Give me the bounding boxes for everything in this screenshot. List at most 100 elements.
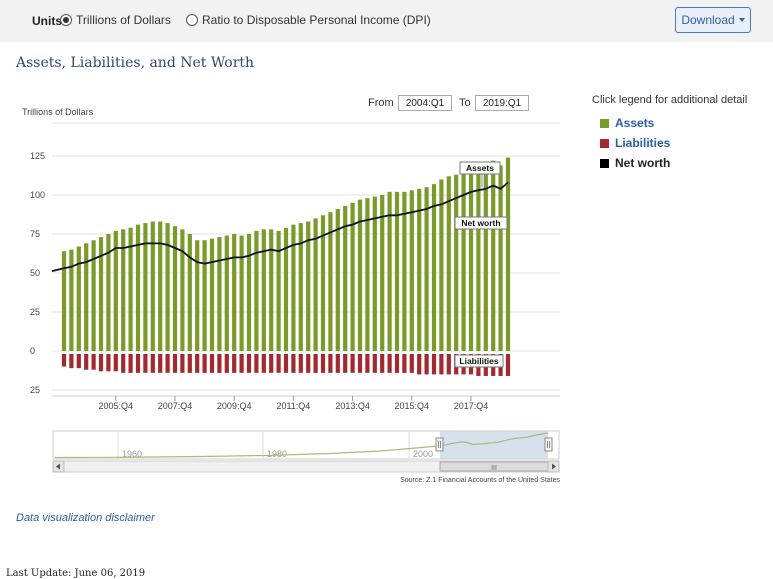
download-label[interactable]: Download [681, 13, 735, 27]
assets-bar [439, 179, 444, 351]
scrollbar-track[interactable] [52, 460, 560, 473]
scroll-left-button[interactable] [52, 460, 65, 473]
liabilities-bar [209, 354, 215, 373]
legend-label-net-worth[interactable]: Net worth [615, 156, 671, 170]
legend-swatch-net-worth [600, 158, 609, 168]
liabilities-bar [165, 354, 170, 373]
liabilities-bar [232, 354, 237, 373]
liabilities-bar [217, 354, 222, 373]
assets-bar [91, 240, 96, 351]
caret-down-icon[interactable] [738, 18, 745, 22]
disclaimer-link[interactable]: Data visualization disclaimer [16, 512, 155, 524]
legend-label-assets[interactable]: Assets [615, 116, 655, 130]
assets-bar [121, 229, 126, 351]
chart-title: Assets, Liabilities, and Net Worth [16, 55, 255, 71]
units-radio-dpi[interactable]: Ratio to Disposable Personal Income (DPI… [186, 13, 431, 27]
liabilities-bar [335, 354, 340, 373]
assets-bar [283, 227, 289, 351]
assets-bar [98, 237, 104, 351]
navigator-left-handle[interactable] [435, 437, 444, 452]
assets-bar [402, 191, 407, 351]
liabilities-bar [195, 354, 200, 373]
assets-bar [313, 218, 318, 351]
assets-bar [76, 246, 81, 351]
liabilities-bar [135, 354, 141, 373]
assets-bar [172, 226, 178, 351]
liabilities-bar [372, 354, 377, 373]
x-tick-label: 2013:Q4 [335, 401, 370, 411]
scrollbar-thumb[interactable] [439, 461, 549, 472]
assets-bar [461, 171, 466, 351]
y-tick-labels: 25 0 25 50 75 100 125 [30, 151, 45, 395]
x-tick-label: 2015:Q4 [395, 401, 430, 411]
radio-selected-icon[interactable] [60, 14, 72, 26]
liabilities-bar [461, 354, 466, 375]
assets-bar [409, 190, 414, 351]
assets-bar [84, 243, 89, 351]
range-from-input[interactable]: 2004:Q1 [398, 95, 452, 111]
annotation-box-net-worth [454, 216, 508, 230]
liabilities-bar [350, 354, 355, 373]
liabilities-bar [298, 354, 303, 373]
x-tick-label: 2017:Q4 [454, 401, 489, 411]
arrow-left-icon[interactable] [56, 463, 60, 470]
liabilities-bar [254, 354, 259, 373]
navigator-right-handle[interactable] [544, 437, 553, 452]
units-radio-trillions[interactable]: Trillions of Dollars [60, 13, 171, 27]
assets-bar [491, 160, 496, 351]
liabilities-bar [446, 354, 451, 375]
assets-bar [380, 195, 385, 351]
range-to-input[interactable]: 2019:Q1 [475, 95, 529, 111]
liabilities-bar [380, 354, 385, 373]
assets-bar [158, 221, 163, 351]
units-option-dpi-label[interactable]: Ratio to Disposable Personal Income (DPI… [202, 13, 431, 27]
assets-bar [306, 221, 311, 351]
assets-bar [209, 238, 215, 351]
legend-item-net-worth[interactable]: Net worth [600, 156, 670, 170]
liabilities-bar [409, 354, 414, 373]
assets-bar [291, 224, 296, 351]
assets-bar [106, 234, 111, 351]
legend-hint: Click legend for additional detail [592, 94, 748, 106]
range-to-label: To [459, 97, 471, 109]
assets-bar [343, 205, 348, 351]
legend-swatch-assets [600, 118, 609, 128]
assets-bar [187, 234, 192, 351]
x-tick-label: 2011:Q4 [276, 401, 310, 411]
assets-bar [246, 234, 252, 351]
assets-bar [269, 229, 274, 351]
download-button[interactable]: Download [675, 7, 751, 33]
arrow-right-icon[interactable] [552, 463, 556, 470]
liabilities-bar [202, 354, 207, 373]
navigator-label-2000: 2000 [413, 449, 433, 459]
assets-bar [505, 157, 511, 351]
y-tick-label: 100 [30, 190, 45, 200]
scrollbar-grip-icon[interactable]: III [491, 465, 497, 472]
liabilities-bar [313, 354, 318, 373]
legend-item-assets[interactable]: Assets [600, 116, 654, 130]
liabilities-bar [76, 354, 81, 369]
liabilities-bar [439, 354, 444, 375]
liabilities-bar [387, 354, 392, 373]
radio-unselected-icon[interactable] [186, 14, 198, 26]
grid-lines [52, 122, 560, 397]
legend-label-liabilities[interactable]: Liabilities [615, 136, 671, 150]
legend-item-liabilities[interactable]: Liabilities [600, 136, 670, 150]
assets-bar [298, 223, 303, 351]
bars [61, 157, 511, 376]
liabilities-bar [431, 354, 437, 375]
assets-bar [357, 199, 363, 351]
source-note: Source: Z.1 Financial Accounts of the Un… [400, 477, 560, 484]
units-option-trillions-label[interactable]: Trillions of Dollars [76, 13, 171, 27]
assets-bar [394, 191, 400, 351]
x-tick-label: 2009:Q4 [217, 401, 252, 411]
scroll-right-button[interactable] [547, 460, 560, 473]
annotation-label-assets: Assets [466, 163, 494, 173]
assets-bar [417, 188, 422, 351]
y-tick-label: 125 [30, 151, 45, 161]
liabilities-bar [224, 354, 229, 373]
navigator-selection[interactable] [440, 431, 548, 459]
last-update: Last Update: June 06, 2019 [6, 568, 146, 579]
liabilities-bar [424, 354, 429, 375]
net-worth-path [51, 181, 509, 272]
